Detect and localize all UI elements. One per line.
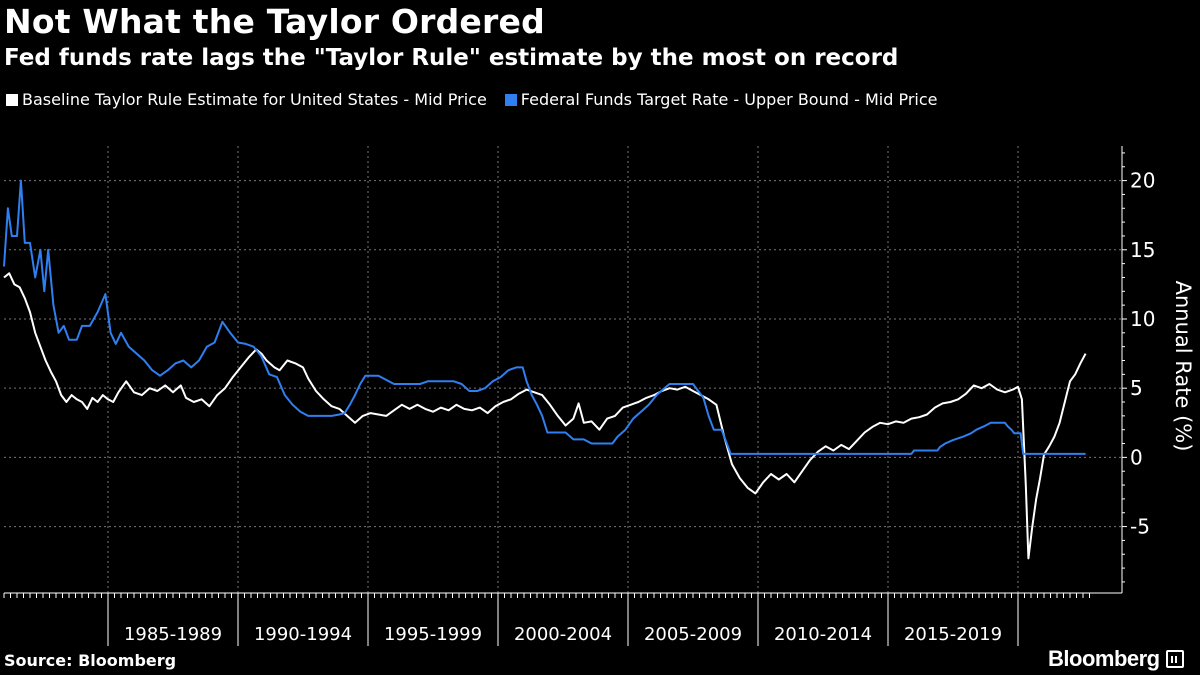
x-tick-label: 2010-2014 [774,624,872,645]
y-tick-label: 20 [1130,169,1155,193]
x-tick-label: 2015-2019 [904,624,1002,645]
legend-swatch-fedfunds [504,93,517,106]
x-tick-label: 1985-1989 [124,624,222,645]
y-tick-label: 5 [1130,376,1143,400]
legend-item-taylor: Baseline Taylor Rule Estimate for United… [6,90,487,109]
x-tick-label: 1995-1999 [384,624,482,645]
y-tick-label: -5 [1130,515,1150,539]
y-tick-label: 10 [1130,307,1155,331]
y-tick-label: 0 [1130,445,1143,469]
x-tick-label: 1990-1994 [254,624,352,645]
brand-name: Bloomberg [1048,646,1160,671]
bloomberg-logo: Bloomberg [1048,646,1184,672]
source-note: Source: Bloomberg [4,651,177,670]
series-line-fed-funds [3,179,1086,455]
legend-label-fedfunds: Federal Funds Target Rate - Upper Bound … [520,90,938,109]
x-tick-label: 2005-2009 [644,624,742,645]
series-line-taylor-rule [3,272,1087,560]
y-axis-title: Annual Rate (%) [1171,281,1195,452]
y-tick-label: 15 [1130,238,1155,262]
legend-label-taylor: Baseline Taylor Rule Estimate for United… [22,90,487,109]
chart-subtitle: Fed funds rate lags the "Taylor Rule" es… [4,45,899,71]
legend-swatch-taylor [6,93,18,106]
chart-legend: Baseline Taylor Rule Estimate for United… [6,90,956,109]
legend-item-fedfunds: Federal Funds Target Rate - Upper Bound … [504,90,938,109]
bloomberg-terminal-icon [1165,650,1184,668]
x-tick-label: 2000-2004 [514,624,612,645]
chart-title: Not What the Taylor Ordered [4,2,545,41]
